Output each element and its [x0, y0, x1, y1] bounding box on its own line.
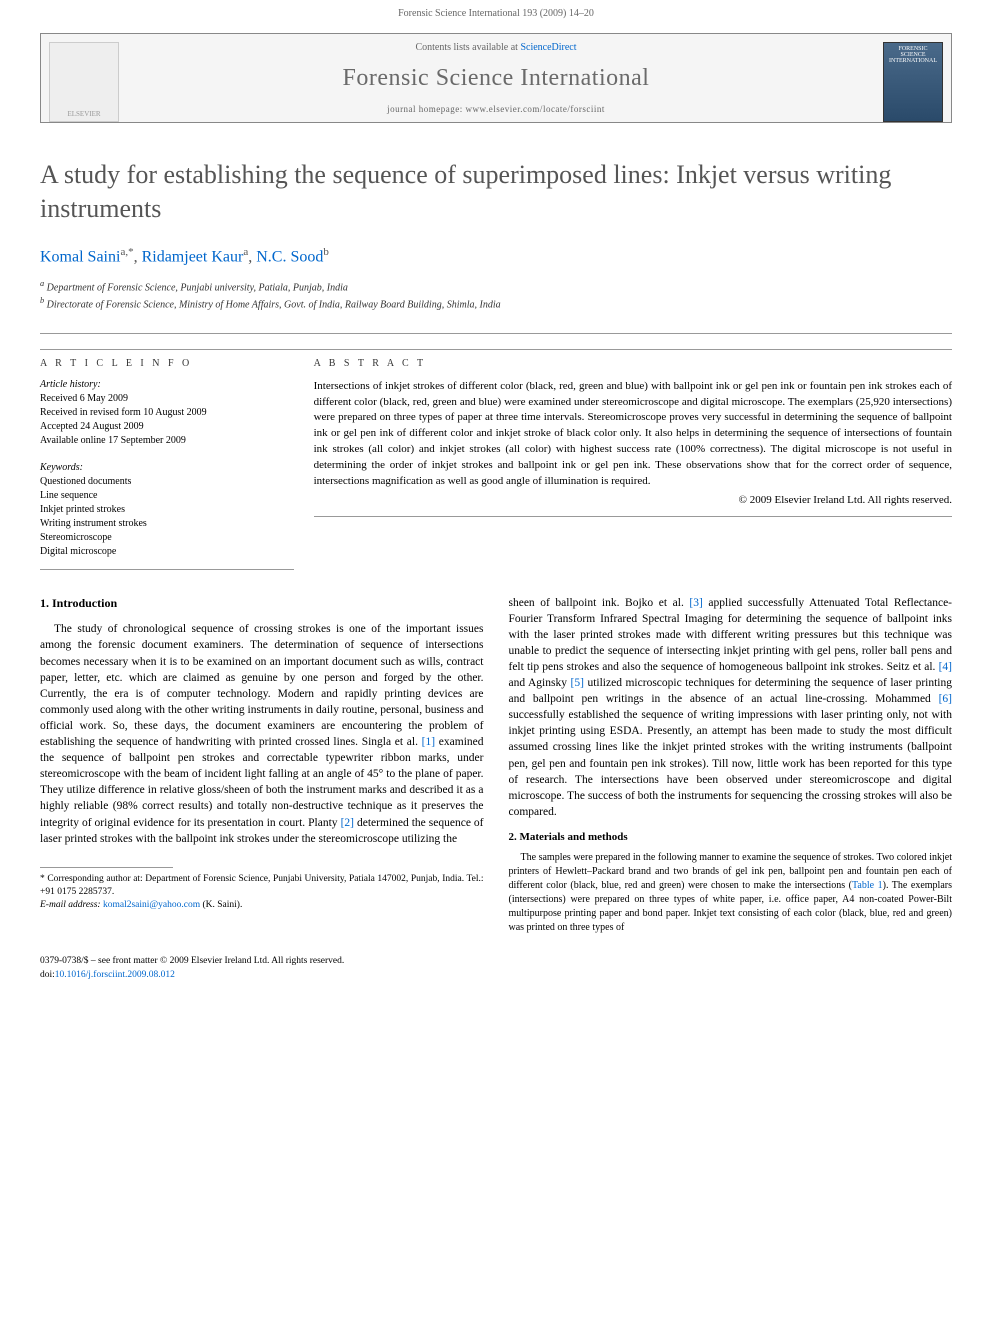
abstract-copyright: © 2009 Elsevier Ireland Ltd. All rights … [314, 494, 952, 506]
authors-line: Komal Sainia,*, Ridamjeet Kaura, N.C. So… [40, 246, 952, 266]
email-link[interactable]: komal2saini@yahoo.com [103, 900, 200, 910]
contents-available-text: Contents lists available at ScienceDirec… [141, 42, 851, 53]
keyword: Digital microscope [40, 545, 294, 559]
author-1[interactable]: Komal Saini [40, 248, 120, 265]
col2-paragraph: sheen of ballpoint ink. Bojko et al. [3]… [509, 595, 953, 820]
ref-link-1[interactable]: [1] [422, 736, 435, 748]
affiliation-a: Department of Forensic Science, Punjabi … [47, 282, 348, 293]
author-1-sup: a,* [120, 246, 133, 258]
affiliation-b: Directorate of Forensic Science, Ministr… [47, 300, 501, 311]
history-accepted: Accepted 24 August 2009 [40, 420, 294, 434]
intro-heading: 1. Introduction [40, 595, 484, 612]
history-label: Article history: [40, 379, 294, 390]
front-matter-line: 0379-0738/$ – see front matter © 2009 El… [40, 955, 952, 968]
history-received: Received 6 May 2009 [40, 392, 294, 406]
journal-header-box: ELSEVIER FORENSIC SCIENCE INTERNATIONAL … [40, 33, 952, 123]
right-column: sheen of ballpoint ink. Bojko et al. [3]… [509, 595, 953, 936]
sciencedirect-link[interactable]: ScienceDirect [520, 42, 576, 53]
intro-paragraph: The study of chronological sequence of c… [40, 621, 484, 846]
keywords-label: Keywords: [40, 462, 294, 473]
ref-link-3[interactable]: [3] [689, 597, 702, 609]
corresponding-footnote: * Corresponding author at: Department of… [40, 873, 484, 900]
author-3[interactable]: N.C. Sood [256, 248, 323, 265]
body-columns: 1. Introduction The study of chronologic… [40, 595, 952, 936]
keyword: Line sequence [40, 489, 294, 503]
ref-link-2[interactable]: [2] [341, 817, 354, 829]
ref-link-6[interactable]: [6] [939, 693, 952, 705]
article-title: A study for establishing the sequence of… [40, 158, 952, 226]
affiliations: a Department of Forensic Science, Punjab… [40, 278, 952, 313]
abstract-text: Intersections of inkjet strokes of diffe… [314, 379, 952, 491]
footnote-rule [40, 867, 173, 868]
methods-paragraph: The samples were prepared in the followi… [509, 851, 953, 935]
elsevier-logo: ELSEVIER [49, 42, 119, 122]
article-info-label: A R T I C L E I N F O [40, 358, 294, 369]
doi-footer: 0379-0738/$ – see front matter © 2009 El… [40, 955, 952, 982]
author-2-sup: a [243, 246, 248, 258]
left-column: 1. Introduction The study of chronologic… [40, 595, 484, 936]
ref-link-4[interactable]: [4] [939, 661, 952, 673]
abstract-label: A B S T R A C T [314, 358, 952, 369]
history-online: Available online 17 September 2009 [40, 434, 294, 448]
ref-link-5[interactable]: [5] [571, 677, 584, 689]
keyword: Inkjet printed strokes [40, 503, 294, 517]
author-2[interactable]: Ridamjeet Kaur [142, 248, 244, 265]
doi-link[interactable]: 10.1016/j.forsciint.2009.08.012 [55, 970, 175, 980]
running-head: Forensic Science International 193 (2009… [0, 0, 992, 23]
author-3-sup: b [323, 246, 329, 258]
methods-heading: 2. Materials and methods [509, 830, 953, 845]
keyword: Questioned documents [40, 475, 294, 489]
journal-name: Forensic Science International [141, 65, 851, 92]
article-info-col: A R T I C L E I N F O Article history: R… [40, 349, 314, 570]
history-revised: Received in revised form 10 August 2009 [40, 406, 294, 420]
info-abstract-row: A R T I C L E I N F O Article history: R… [40, 333, 952, 570]
table-ref-link[interactable]: Table 1 [852, 880, 883, 891]
keyword: Writing instrument strokes [40, 517, 294, 531]
journal-homepage-line: journal homepage: www.elsevier.com/locat… [141, 104, 851, 114]
keyword: Stereomicroscope [40, 531, 294, 545]
abstract-col: A B S T R A C T Intersections of inkjet … [314, 349, 952, 570]
journal-cover-thumb: FORENSIC SCIENCE INTERNATIONAL [883, 42, 943, 122]
email-footnote: E-mail address: komal2saini@yahoo.com (K… [40, 899, 484, 912]
